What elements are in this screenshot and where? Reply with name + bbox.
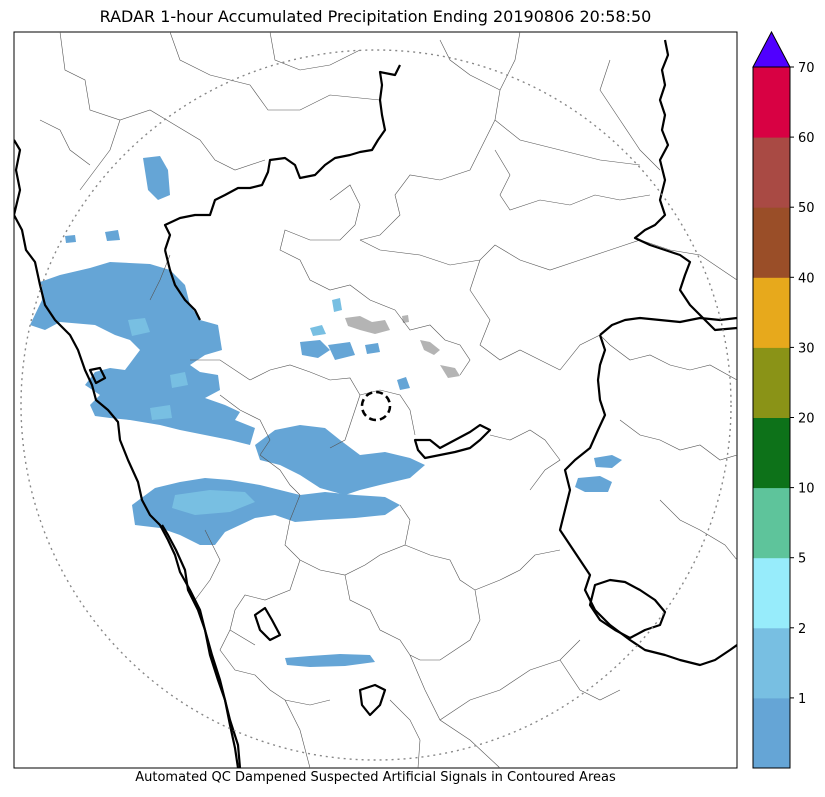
district-boundaries <box>39 32 737 768</box>
colorbar-frame <box>752 66 791 769</box>
radar-site-marker <box>360 390 392 422</box>
colorbar-bin <box>753 487 790 559</box>
rain-band-central <box>255 425 425 495</box>
state-border-east-2 <box>599 316 737 336</box>
colorbar-tick-label: 70 <box>798 61 815 76</box>
state-border-southeast <box>558 334 737 667</box>
colorbar-tick-label: 20 <box>798 412 815 427</box>
colorbar-tick-label: 50 <box>798 201 815 216</box>
state-border-north <box>163 64 401 251</box>
enclave-5 <box>88 366 107 385</box>
state-border-east <box>633 39 737 332</box>
rain-patch-medium-2 <box>150 405 172 420</box>
rain-streak-south <box>285 654 375 667</box>
colorbar-bin <box>753 347 790 418</box>
rain-scatter-center <box>300 340 330 358</box>
map-title: RADAR 1-hour Accumulated Precipitation E… <box>99 7 652 26</box>
artifact-area <box>402 315 409 323</box>
colorbar-bin <box>753 207 790 278</box>
colorbar-bin <box>753 697 790 769</box>
colorbar-tick-label: 60 <box>798 131 815 146</box>
enclave-2 <box>588 578 667 640</box>
rain-scatter-center-5 <box>310 325 326 336</box>
rain-patch-medium <box>170 372 188 388</box>
radar-map <box>13 31 738 769</box>
rain-scatter-center-2 <box>328 342 355 360</box>
rain-band-west <box>30 262 255 445</box>
colorbar-tick-label: 30 <box>798 341 815 356</box>
artifact-area <box>420 340 440 355</box>
precipitation-areas <box>30 156 622 667</box>
artifact-area <box>345 316 390 334</box>
enclave-4 <box>253 606 282 642</box>
rain-cell-nw <box>65 235 76 243</box>
rain-scatter-center-4 <box>332 298 342 312</box>
state-border-ghats <box>163 249 201 321</box>
rain-cell-nw-2 <box>105 230 120 241</box>
artifact-areas <box>345 315 460 378</box>
colorbar-bin <box>753 137 790 208</box>
rain-patch-medium-4 <box>128 318 150 336</box>
rain-cell-east <box>575 476 612 492</box>
state-border-west <box>161 524 242 768</box>
rain-cell-north <box>143 156 170 200</box>
colorbar-bin <box>753 417 790 489</box>
colorbar-tick-label: 40 <box>798 271 815 286</box>
colorbar-tick-label: 1 <box>798 692 806 707</box>
artifact-area <box>440 365 460 378</box>
map-footer-note: Automated QC Dampened Suspected Artifici… <box>135 770 616 785</box>
rain-scatter-center-3 <box>365 343 380 354</box>
colorbar-extend-triangle <box>752 30 791 68</box>
colorbar-bin <box>753 557 790 629</box>
colorbar-tick-label: 10 <box>798 482 815 497</box>
rain-cell-east-2 <box>594 455 622 468</box>
rain-scatter-center-6 <box>397 377 410 390</box>
enclave-1 <box>413 423 492 460</box>
colorbar-bin <box>753 67 790 138</box>
enclave-3 <box>358 683 387 717</box>
colorbar-tick-label: 5 <box>798 552 806 567</box>
radar-range-ring <box>20 49 732 761</box>
colorbar-tick-label: 2 <box>798 622 806 637</box>
rain-patch-medium-3 <box>172 490 255 515</box>
state-boundaries <box>14 39 737 768</box>
colorbar-bin <box>753 627 790 699</box>
colorbar-bin <box>753 277 790 348</box>
